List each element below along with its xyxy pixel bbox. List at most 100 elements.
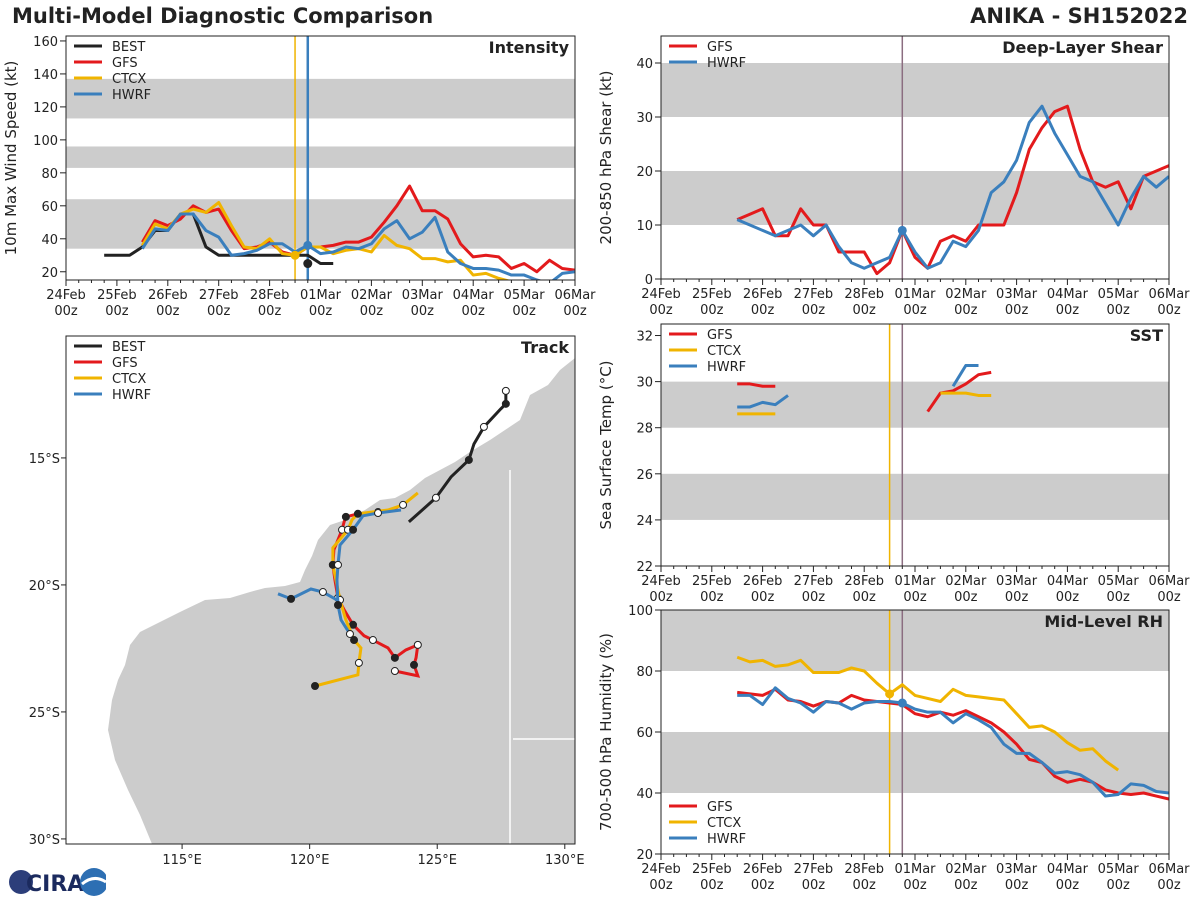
series-line-hwrf [737, 394, 789, 409]
x-tick-label-line: 03Mar [996, 862, 1038, 877]
threshold-band [66, 78, 575, 119]
x-tick-label: 01Mar 00z [894, 287, 936, 318]
x-tick-label-line: 00z [54, 304, 78, 319]
x-tick-label-line: 00z [903, 878, 927, 893]
y-tick-label: 100 [628, 604, 653, 619]
x-tick-label: 120°E [290, 853, 330, 868]
track-point-ctcx [354, 658, 363, 667]
legend-label-ctcx: CTCX [707, 344, 741, 359]
track-point-hwrf [333, 600, 342, 609]
y-tick-label: 20 [41, 266, 58, 281]
x-tick-label-line: 02Mar [351, 288, 393, 303]
y-tick-label: 60 [41, 200, 58, 215]
x-tick-label-line: 24Feb [46, 288, 86, 303]
track-point-best [479, 422, 488, 431]
x-tick-label-line: 01Mar [894, 574, 936, 589]
series-line-ctcx [736, 655, 1120, 772]
x-tick-label-line: 00z [1107, 303, 1131, 318]
legend-label-gfs: GFS [707, 800, 733, 815]
track-point-ctcx [399, 500, 408, 509]
x-tick-label-line: 00z [1107, 590, 1131, 605]
x-tick-label-line: 27Feb [199, 288, 239, 303]
series-line-hwrf [141, 212, 575, 280]
x-tick-label-line: 00z [1157, 303, 1181, 318]
storm-id: ANIKA - SH152022 [970, 4, 1188, 28]
y-tick-label: 20 [636, 165, 653, 180]
x-tick-label-line: 04Mar [453, 288, 495, 303]
x-tick-label-line: 26Feb [148, 288, 188, 303]
x-tick-label-line: 00z [258, 304, 282, 319]
x-tick-label-line: 00z [1005, 590, 1029, 605]
legend-label-gfs: GFS [707, 328, 733, 343]
y-tick-label: 40 [636, 787, 653, 802]
x-tick-label-line: 24Feb [641, 287, 681, 302]
track-point-ctcx [311, 682, 320, 691]
x-tick-label: 28Feb 00z [844, 287, 884, 318]
panel-title: Deep-Layer Shear [1002, 38, 1163, 57]
x-tick-label: 27Feb 00z [794, 574, 834, 605]
track-point-best [431, 493, 440, 502]
x-tick-label: 05Mar 00z [1098, 287, 1140, 318]
track-point-gfs [341, 512, 350, 521]
x-tick-label: 04Mar 00z [1047, 862, 1089, 893]
series-line-hwrf [737, 686, 1169, 798]
svg-text:CIRA: CIRA [26, 872, 84, 897]
legend-label-hwrf: HWRF [112, 388, 151, 403]
x-tick-label-line: 01Mar [894, 287, 936, 302]
x-tick-label-line: 06Mar [554, 288, 596, 303]
x-tick-label-line: 02Mar [945, 287, 987, 302]
y-tick-label: 100 [33, 134, 58, 149]
series-line-gfs [737, 382, 776, 388]
x-tick-label: 06Mar 00z [554, 288, 596, 319]
x-tick-label-line: 00z [954, 878, 978, 893]
y-tick-label: 140 [33, 68, 58, 83]
x-tick-label-line: 00z [954, 303, 978, 318]
threshold-band [66, 146, 575, 168]
plot-area [66, 336, 575, 844]
x-tick-label-line: 02Mar [945, 574, 987, 589]
legend-label-gfs: GFS [707, 40, 733, 55]
x-tick-label-line: 00z [700, 590, 724, 605]
x-tick-label-line: 00z [105, 304, 129, 319]
x-tick-label-line: 00z [1056, 303, 1080, 318]
x-tick-label-line: 00z [802, 590, 826, 605]
plot-frame [660, 609, 1170, 855]
cira-logo: CIRA [6, 866, 108, 898]
x-tick-label-line: 00z [1157, 590, 1181, 605]
x-tick-label: 03Mar 00z [402, 288, 444, 319]
series-line-gfs [141, 184, 575, 274]
y-tick-label: 25°S [29, 706, 60, 721]
page-title: Multi-Model Diagnostic Comparison [12, 4, 434, 28]
legend-label-hwrf: HWRF [707, 360, 746, 375]
x-tick-label-line: 05Mar [1098, 862, 1140, 877]
x-tick-label-line: 00z [1056, 878, 1080, 893]
x-tick-label-line: 04Mar [1047, 287, 1089, 302]
x-tick-label-line: 28Feb [844, 287, 884, 302]
track-point-hwrf [345, 629, 354, 638]
threshold-band [661, 732, 1169, 793]
y-tick-label: 80 [636, 665, 653, 680]
x-tick-label: 04Mar 00z [453, 288, 495, 319]
x-tick-label-line: 00z [411, 304, 435, 319]
legend-label-gfs: GFS [112, 356, 138, 371]
x-tick-label-line: 00z [1005, 303, 1029, 318]
x-tick-label: 01Mar 00z [300, 288, 342, 319]
x-tick-label: 25Feb 00z [692, 862, 732, 893]
y-tick-label: 24 [636, 514, 653, 529]
x-tick-label-line: 00z [903, 303, 927, 318]
x-tick-label-line: 00z [853, 590, 877, 605]
panel-title: SST [1130, 326, 1163, 345]
x-tick-label-line: 00z [903, 590, 927, 605]
x-tick-label-line: 00z [954, 590, 978, 605]
x-tick-label-line: 06Mar [1148, 574, 1190, 589]
x-tick-label-line: 00z [649, 878, 673, 893]
x-tick-label-line: 25Feb [97, 288, 137, 303]
x-tick-label-line: 26Feb [743, 574, 783, 589]
x-tick-label-line: 28Feb [844, 574, 884, 589]
x-tick-label: 01Mar 00z [894, 862, 936, 893]
x-tick-label: 26Feb 00z [743, 287, 783, 318]
track-point-best [501, 386, 510, 395]
threshold-band [661, 381, 1169, 428]
series-line-hwrf [951, 363, 979, 388]
x-tick-label-line: 28Feb [844, 862, 884, 877]
